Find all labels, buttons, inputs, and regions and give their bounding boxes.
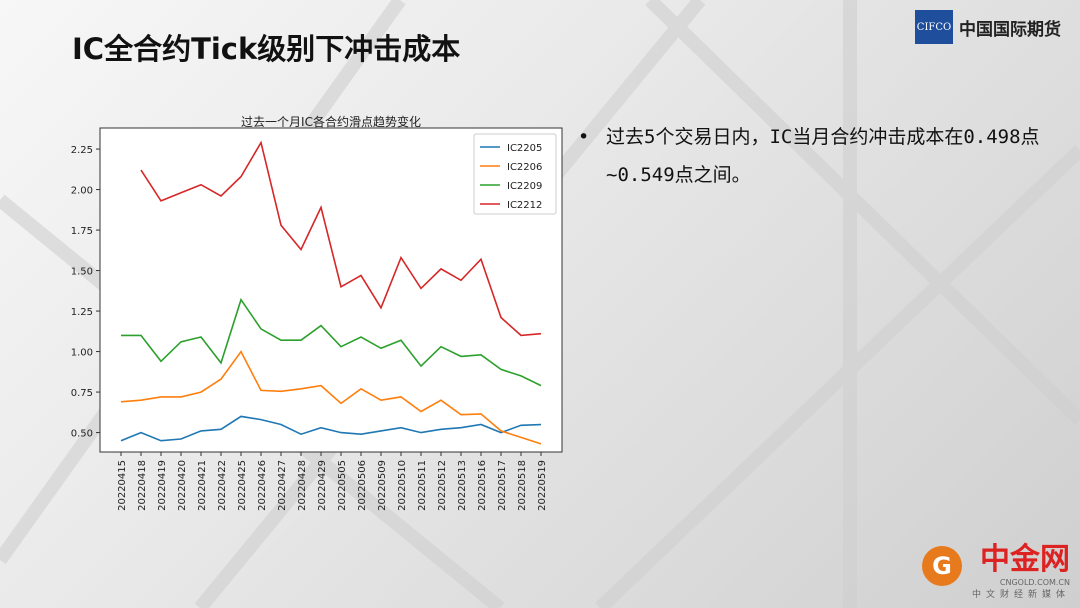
x-tick-label: 20220428 <box>297 460 308 511</box>
x-tick-label: 20220425 <box>237 460 248 511</box>
x-tick-label: 20220429 <box>317 460 328 511</box>
y-tick-label: 2.00 <box>71 186 93 197</box>
line-chart: 0.50 0.75 1.00 1.25 1.50 1.75 2.00 2.25 20220415… <box>71 127 563 511</box>
x-tick-label: 20220512 <box>437 460 448 511</box>
x-tick-label: 20220420 <box>177 460 188 511</box>
series-line-ic2212 <box>140 140 542 337</box>
x-tick-label: 20220519 <box>537 460 548 511</box>
x-tick-label: 20220516 <box>477 460 488 511</box>
x-tick-label: 20220505 <box>337 460 348 511</box>
logo-name: 中国国际期货 <box>959 19 1061 40</box>
watermark: 中金网 CNGOLD.COM.CN 中文财经新媒体 <box>972 534 1070 600</box>
x-tick-label: 20220426 <box>257 460 268 511</box>
y-tick-label: 0.50 <box>71 429 93 440</box>
x-tick-label: 20220422 <box>217 460 228 511</box>
x-tick-label: 20220513 <box>457 460 468 511</box>
x-tick-label: 20220419 <box>157 460 168 511</box>
bullet-text: 过去5个交易日内，IC当月合约冲击成本在0.498点~0.549点之间。 <box>606 126 1040 186</box>
company-logo: CIFCO 中国国际期货 <box>915 10 1061 44</box>
slide-title: IC全合约Tick级别下冲击成本 <box>72 32 461 66</box>
y-tick-label: 1.25 <box>71 307 93 318</box>
x-tick-label: 20220418 <box>137 460 148 511</box>
x-tick-label: 20220506 <box>357 460 368 511</box>
x-tick-label: 20220427 <box>277 460 288 511</box>
y-tick-label: 2.25 <box>71 145 93 156</box>
watermark-logo-icon: G <box>922 546 962 586</box>
logo-mark: CIFCO <box>915 10 953 44</box>
legend-label: IC2212 <box>507 200 542 211</box>
y-tick-label: 1.00 <box>71 348 93 359</box>
x-tick-label: 20220510 <box>397 460 408 511</box>
y-tick-label: 0.75 <box>71 388 93 399</box>
watermark-brand: 中金网 <box>980 542 1070 577</box>
x-tick-label: 20220511 <box>417 460 428 511</box>
legend-label: IC2209 <box>507 181 542 192</box>
bullet-dot: • <box>578 126 590 148</box>
x-tick-label: 20220415 <box>117 460 128 511</box>
watermark-slogan: 中文财经新媒体 <box>971 590 1070 600</box>
series-line-ic2205 <box>120 415 542 442</box>
legend-label: IC2205 <box>507 143 542 154</box>
x-tick-label: 20220517 <box>497 460 508 511</box>
legend-label: IC2206 <box>507 162 542 173</box>
chart-title: 过去一个月IC各合约滑点趋势变化 <box>241 115 421 129</box>
watermark-url: CNGOLD.COM.CN <box>999 578 1070 587</box>
x-tick-label: 20220509 <box>377 460 388 511</box>
bullet-point: • 过去5个交易日内，IC当月合约冲击成本在0.498点~0.549点之间。 <box>578 118 1048 194</box>
legend <box>473 133 557 215</box>
x-tick-label: 20220421 <box>197 460 208 511</box>
x-tick-label: 20220518 <box>517 460 528 511</box>
y-tick-label: 1.50 <box>71 267 93 278</box>
series-line-ic2206 <box>120 350 542 445</box>
y-tick-label: 1.75 <box>71 226 93 237</box>
series-line-ic2209 <box>121 297 542 387</box>
